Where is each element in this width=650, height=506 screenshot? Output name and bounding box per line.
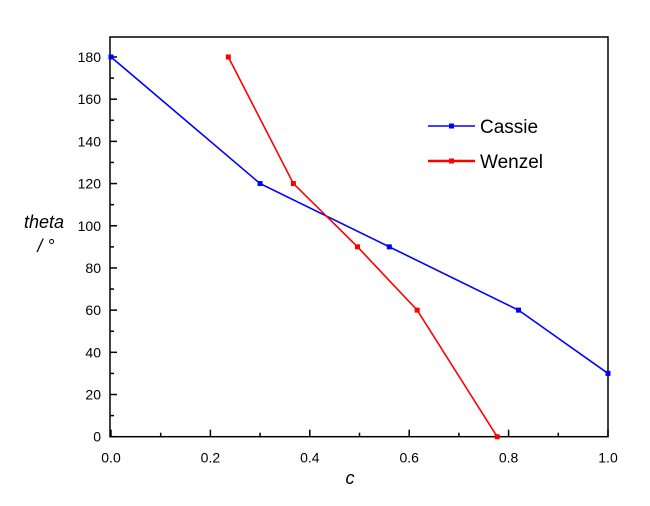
y-tick-label: 160 (78, 91, 102, 107)
y-tick-label: 100 (78, 218, 102, 234)
data-point-wenzel (414, 307, 420, 313)
y-tick-label: 0 (93, 429, 101, 445)
data-point-cassie (108, 54, 114, 60)
y-axis-label-line2: / ° (35, 236, 54, 256)
legend: Cassie Wenzel (428, 117, 543, 173)
data-point-wenzel (494, 434, 500, 440)
legend-label-cassie: Cassie (480, 117, 538, 138)
x-tick-label: 0.0 (101, 450, 121, 466)
x-axis-label: c (346, 468, 355, 488)
series-line-wenzel (227, 56, 498, 438)
data-point-wenzel (225, 54, 231, 60)
legend-label-wenzel: Wenzel (480, 152, 543, 173)
y-tick-label: 180 (78, 49, 102, 65)
legend-marker-wenzel (449, 158, 454, 164)
data-point-cassie (386, 244, 392, 250)
y-tick-label: 140 (78, 133, 102, 149)
x-tick-label: 1.0 (598, 450, 618, 466)
legend-marker-cassie (449, 123, 454, 129)
x-tick-label: 0.6 (399, 450, 419, 466)
y-tick-label: 80 (85, 260, 101, 276)
series-group (108, 54, 611, 440)
data-point-wenzel (355, 244, 361, 250)
plot-frame (109, 36, 609, 438)
x-tick-label: 0.4 (300, 450, 320, 466)
data-point-cassie (605, 370, 611, 376)
y-axis-label-line1: theta (24, 212, 64, 232)
x-tick-label: 0.2 (201, 450, 221, 466)
y-tick-label: 120 (78, 176, 102, 192)
data-point-cassie (257, 181, 263, 187)
y-tick-label: 60 (85, 302, 101, 318)
x-tick-label: 0.8 (499, 450, 519, 466)
y-tick-label: 20 (85, 387, 101, 403)
data-point-wenzel (290, 181, 296, 187)
y-tick-label: 40 (85, 344, 101, 360)
data-point-cassie (516, 307, 522, 313)
series-line-cassie (110, 56, 609, 375)
axis-ticks: 0.0 0.2 0.4 0.6 0.8 1.0 0 20 40 60 80 100 120 140 160 1… (78, 49, 618, 466)
